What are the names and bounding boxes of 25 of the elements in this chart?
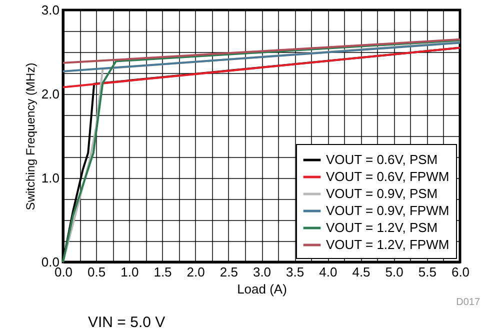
legend-label: VOUT = 1.2V, PSM xyxy=(326,220,438,235)
y-axis-title: Switching Frequency (MHz) xyxy=(23,62,38,210)
x-tick-label: 2.5 xyxy=(220,264,238,280)
x-tick-label: 1.0 xyxy=(120,264,139,280)
text: VIN = 5.0 V xyxy=(88,314,166,331)
x-tick-label: 4.0 xyxy=(319,264,338,280)
y-tick-label: 1.0 xyxy=(41,170,60,186)
x-tick-label: 1.5 xyxy=(154,264,172,280)
x-axis-title: Load (A) xyxy=(237,282,287,296)
legend-label: VOUT = 0.9V, PSM xyxy=(326,186,438,201)
x-tick-label: 3.5 xyxy=(286,264,304,280)
y-tick-label: 2.0 xyxy=(41,86,60,102)
x-tick-label: 4.5 xyxy=(352,264,370,280)
legend-label: VOUT = 0.9V, FPWM xyxy=(326,203,450,218)
legend-label: VOUT = 1.2V, FPWM xyxy=(326,237,450,252)
x-tick-label: 2.0 xyxy=(186,264,205,280)
x-tick-label: 5.0 xyxy=(385,264,404,280)
x-tick-label: 5.5 xyxy=(418,264,436,280)
legend-label: VOUT = 0.6V, FPWM xyxy=(326,169,450,184)
x-tick-label: 6.0 xyxy=(451,264,470,280)
x-tick-label: 3.0 xyxy=(252,264,272,280)
text: D017 xyxy=(456,297,480,308)
x-tick-label: 0.5 xyxy=(88,264,106,280)
y-tick-label: 3.0 xyxy=(41,2,60,18)
legend-label: VOUT = 0.6V, PSM xyxy=(326,152,438,167)
